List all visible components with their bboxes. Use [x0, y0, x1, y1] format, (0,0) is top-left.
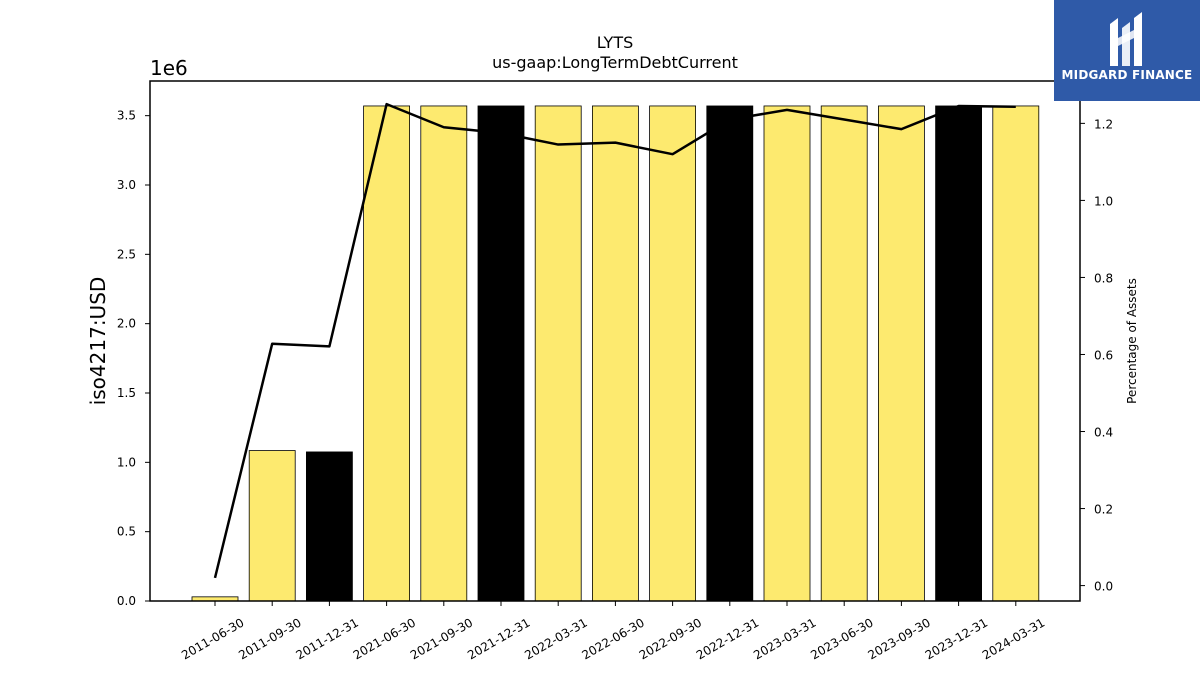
y2-tick-label-0.6: 0.6 — [1094, 348, 1113, 362]
midgard-logo-mark-icon — [1110, 12, 1142, 66]
bar-2021-09-30 — [420, 105, 468, 602]
x-tick-label-2022-03-31: 2022-03-31 — [522, 615, 589, 662]
logo-text: MIDGARD FINANCE — [1061, 68, 1193, 82]
chart-subtitle: us-gaap:LongTermDebtCurrent — [492, 53, 738, 72]
y2-tick-label-0.8: 0.8 — [1094, 271, 1113, 285]
y2-tick-label-1.2: 1.2 — [1094, 117, 1113, 131]
x-tick-label-2023-09-30: 2023-09-30 — [865, 615, 932, 662]
x-tick-label-2011-06-30: 2011-06-30 — [179, 615, 246, 662]
y-axis-label: iso4217:USD — [86, 277, 110, 406]
y2-tick-label-0.0: 0.0 — [1094, 580, 1113, 594]
y-tick-label-2.5: 2.5 — [117, 247, 136, 261]
bars-layer — [191, 105, 1040, 602]
x-tick-label-2021-09-30: 2021-09-30 — [408, 615, 475, 662]
bar-2021-06-30 — [363, 105, 411, 602]
y2-tick-label-0.4: 0.4 — [1094, 426, 1113, 440]
bar-2022-06-30 — [592, 105, 639, 602]
bar-2024-03-31 — [992, 105, 1040, 602]
x-tick-label-2011-12-31: 2011-12-31 — [293, 615, 360, 662]
y-tick-label-1.5: 1.5 — [117, 386, 136, 400]
line-layer — [213, 102, 1016, 579]
y-tick-label-3.0: 3.0 — [117, 178, 136, 192]
x-tick-label-2021-06-30: 2021-06-30 — [351, 615, 418, 662]
y2-tick-label-1.0: 1.0 — [1094, 194, 1113, 208]
y2-tick-label-0.2: 0.2 — [1094, 503, 1113, 517]
x-tick-label-2011-09-30: 2011-09-30 — [236, 615, 303, 662]
bar-2023-03-31 — [763, 105, 811, 602]
bar-2011-12-31 — [305, 451, 353, 602]
bar-2023-06-30 — [820, 105, 868, 602]
bar-2021-12-31 — [477, 105, 525, 602]
y-tick-label-1.0: 1.0 — [117, 455, 136, 469]
x-tick-label-2024-03-31: 2024-03-31 — [980, 615, 1047, 662]
y-tick-label-0.5: 0.5 — [117, 525, 136, 539]
bar-2011-09-30 — [248, 450, 296, 602]
bar-2022-03-31 — [534, 105, 582, 602]
bar-2022-12-31 — [706, 105, 754, 602]
x-tick-label-2021-12-31: 2021-12-31 — [465, 615, 532, 662]
chart-title: LYTS — [597, 33, 634, 52]
bar-2022-09-30 — [649, 105, 696, 602]
y-tick-label-2.0: 2.0 — [117, 317, 136, 331]
bar-2023-12-31 — [935, 105, 982, 602]
x-tick-label-2022-06-30: 2022-06-30 — [579, 615, 646, 662]
x-tick-label-2023-03-31: 2023-03-31 — [751, 615, 818, 662]
bar-2023-09-30 — [878, 105, 925, 602]
x-tick-label-2023-12-31: 2023-12-31 — [923, 615, 990, 662]
y-tick-label-3.5: 3.5 — [117, 109, 136, 123]
y-offset-label: 1e6 — [150, 56, 188, 80]
midgard-finance-logo: MIDGARD FINANCE — [1054, 0, 1200, 101]
y-tick-label-0.0: 0.0 — [117, 594, 136, 608]
y2-axis-label: Percentage of Assets — [1125, 278, 1139, 404]
x-tick-label-2022-09-30: 2022-09-30 — [637, 615, 704, 662]
x-tick-label-2022-12-31: 2022-12-31 — [694, 615, 761, 662]
line-series-percentage-of-assets — [213, 102, 1016, 579]
x-tick-label-2023-06-30: 2023-06-30 — [808, 615, 875, 662]
